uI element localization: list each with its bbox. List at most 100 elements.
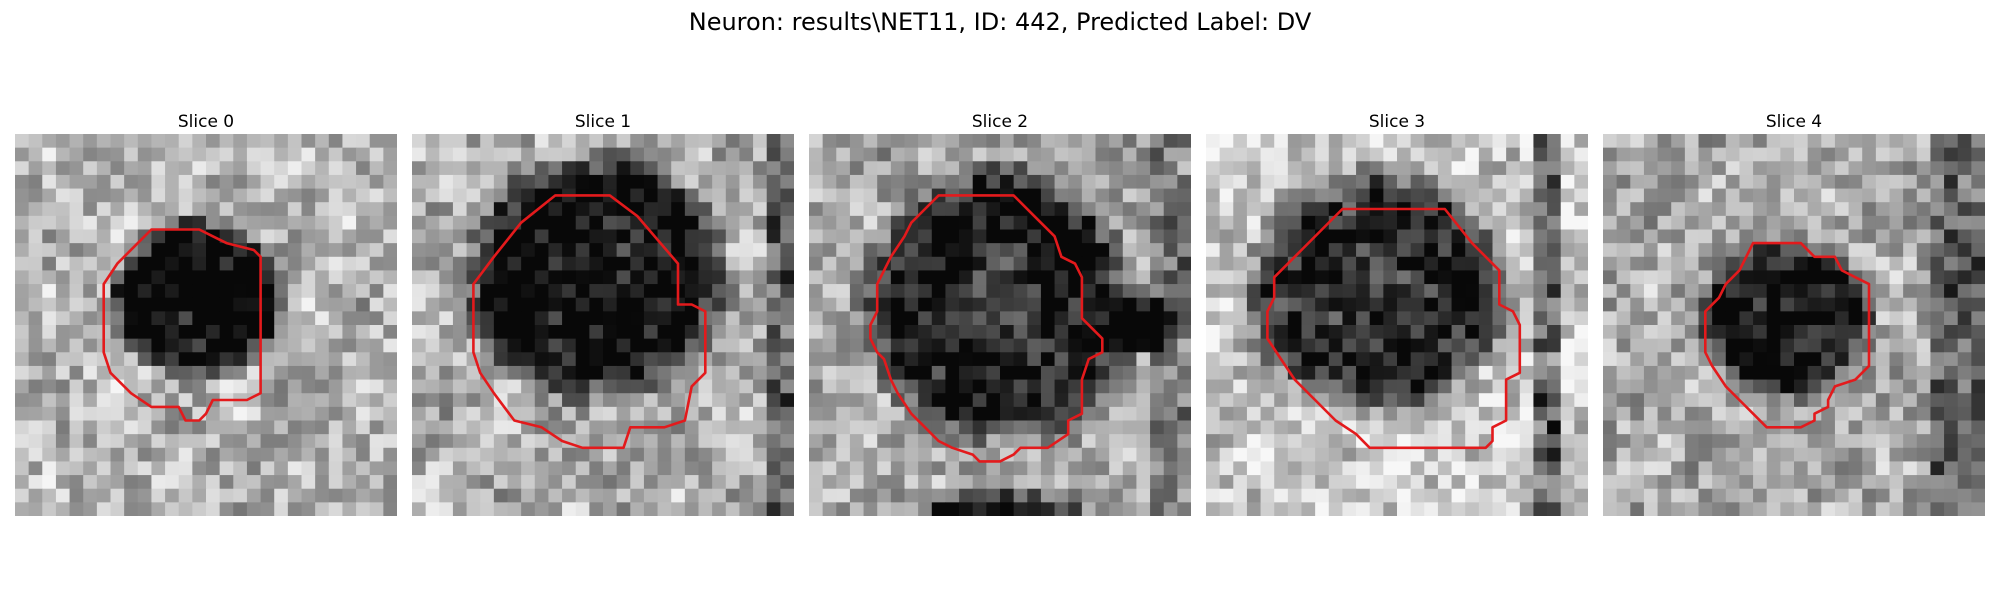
pixel	[1903, 488, 1918, 503]
pixel	[1560, 488, 1575, 503]
pixel	[383, 161, 397, 176]
pixel	[1506, 475, 1521, 490]
pixel	[42, 215, 57, 230]
pixel	[1930, 393, 1945, 408]
pixel	[383, 502, 397, 516]
pixel	[425, 284, 440, 299]
pixel	[219, 147, 234, 162]
pixel	[1054, 352, 1069, 367]
pixel	[1410, 188, 1425, 203]
pixel	[1301, 134, 1316, 149]
pixel	[918, 161, 933, 176]
pixel	[1712, 461, 1727, 476]
pixel	[972, 365, 987, 380]
pixel	[1684, 502, 1699, 516]
pixel	[1671, 284, 1686, 299]
pixel	[1081, 379, 1096, 394]
pixel	[301, 461, 316, 476]
pixel	[1603, 379, 1618, 394]
pixel	[69, 270, 84, 285]
pixel	[1834, 365, 1849, 380]
pixel	[96, 215, 111, 230]
pixel	[301, 147, 316, 162]
pixel	[1095, 174, 1110, 189]
pixel	[28, 393, 43, 408]
pixel	[1437, 461, 1452, 476]
pixel	[1889, 229, 1904, 244]
pixel	[1630, 243, 1645, 258]
pixel	[1246, 325, 1261, 340]
pixel	[1725, 243, 1740, 258]
pixel	[1369, 243, 1384, 258]
pixel	[1013, 297, 1028, 312]
pixel	[1136, 393, 1151, 408]
pixel	[1206, 311, 1221, 326]
pixel	[1410, 229, 1425, 244]
pixel	[137, 284, 152, 299]
pixel	[822, 297, 837, 312]
pixel	[1944, 447, 1959, 462]
pixel	[1301, 270, 1316, 285]
pixel	[42, 338, 57, 353]
pixel	[1478, 270, 1493, 285]
pixel	[712, 243, 727, 258]
pixel	[630, 161, 645, 176]
pixel	[1506, 229, 1521, 244]
pixel	[1274, 311, 1289, 326]
pixel	[1684, 379, 1699, 394]
pixel	[439, 147, 454, 162]
pixel	[246, 338, 261, 353]
pixel	[849, 434, 864, 449]
pixel	[712, 270, 727, 285]
pixel	[1095, 215, 1110, 230]
pixel	[1027, 379, 1042, 394]
pixel	[1957, 284, 1972, 299]
pixel	[1574, 488, 1588, 503]
pixel	[42, 352, 57, 367]
pixel	[986, 447, 1001, 462]
pixel	[1780, 461, 1795, 476]
pixel	[1219, 461, 1234, 476]
pixel	[356, 243, 371, 258]
pixel	[1889, 243, 1904, 258]
pixel	[452, 256, 467, 271]
pixel	[260, 174, 275, 189]
pixel	[1383, 147, 1398, 162]
pixel	[1451, 352, 1466, 367]
pixel	[1342, 270, 1357, 285]
pixel	[890, 284, 905, 299]
pixel	[178, 270, 193, 285]
pixel	[1889, 488, 1904, 503]
pixel	[1834, 215, 1849, 230]
pixel	[1246, 202, 1261, 217]
pixel	[69, 365, 84, 380]
pixel	[1356, 338, 1371, 353]
pixel	[904, 256, 919, 271]
pixel	[219, 475, 234, 490]
pixel	[1109, 447, 1124, 462]
pixel	[83, 188, 98, 203]
pixel	[1848, 447, 1863, 462]
pixel	[1547, 461, 1562, 476]
pixel	[1383, 447, 1398, 462]
pixel	[534, 434, 549, 449]
pixel	[1013, 325, 1028, 340]
pixel	[1780, 215, 1795, 230]
pixel	[1013, 215, 1028, 230]
pixel	[507, 284, 522, 299]
pixel	[904, 461, 919, 476]
pixel	[603, 297, 618, 312]
pixel	[1671, 174, 1686, 189]
pixel	[219, 488, 234, 503]
pixel	[42, 229, 57, 244]
pixel	[603, 229, 618, 244]
pixel	[1163, 284, 1178, 299]
pixel	[616, 338, 631, 353]
pixel	[206, 188, 221, 203]
pixel	[260, 284, 275, 299]
pixel	[219, 406, 234, 421]
pixel	[1506, 420, 1521, 435]
pixel	[1356, 352, 1371, 367]
pixel	[725, 488, 740, 503]
pixel	[328, 488, 343, 503]
